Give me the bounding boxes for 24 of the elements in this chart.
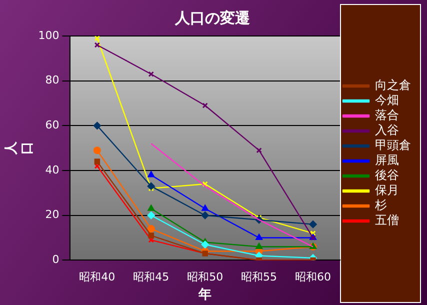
legend-label: 杉 bbox=[374, 198, 387, 212]
legend-label: 甲頭倉 bbox=[375, 138, 411, 152]
x-tick-label: 昭和60 bbox=[295, 270, 332, 284]
x-tick-label: 昭和50 bbox=[187, 270, 224, 284]
legend-label: 五僧 bbox=[375, 213, 399, 228]
y-tick-label: 0 bbox=[52, 253, 60, 266]
y-tick-label: 60 bbox=[45, 118, 60, 132]
y-tick-label: 80 bbox=[45, 74, 60, 87]
legend-label: 後谷 bbox=[375, 168, 399, 182]
x-tick-label: 昭和55 bbox=[241, 270, 278, 284]
legend-label: 今畑 bbox=[375, 93, 399, 108]
y-tick-label: 100 bbox=[38, 28, 60, 42]
y-tick-label: 40 bbox=[45, 163, 60, 176]
chart-title: 人口の変遷 bbox=[174, 8, 251, 27]
legend-label: 入谷 bbox=[375, 123, 399, 138]
legend-label: 向之倉 bbox=[375, 78, 411, 92]
legend-label: 屏風 bbox=[375, 153, 399, 168]
x-tick-label: 昭和45 bbox=[133, 270, 170, 284]
legend-label: 保月 bbox=[375, 183, 399, 198]
legend-label: 落合 bbox=[375, 108, 399, 122]
y-axis-title: 人口 bbox=[4, 140, 35, 156]
x-axis-title: 年 bbox=[198, 288, 212, 303]
y-tick-label: 20 bbox=[45, 208, 60, 222]
x-tick-label: 昭和40 bbox=[79, 270, 116, 284]
